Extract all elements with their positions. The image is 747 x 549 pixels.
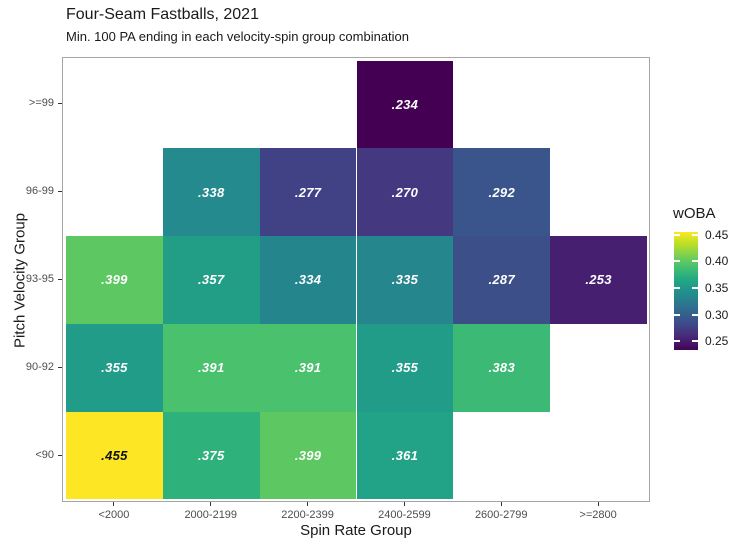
y-axis-title: Pitch Velocity Group [11, 212, 29, 349]
x-axis-tick-label: >=2800 [579, 509, 617, 521]
heatmap-cell: .455 [66, 411, 163, 500]
legend-tick-label: 0.35 [705, 281, 729, 296]
legend-tick-label: 0.45 [705, 227, 729, 242]
x-axis-tick [113, 502, 115, 506]
heatmap-cell: .391 [259, 323, 357, 412]
heatmap-cell: .338 [162, 148, 260, 237]
cell-value-label: .383 [488, 360, 515, 376]
legend-tick-mark [692, 340, 698, 343]
y-axis-tick-label: <90 [35, 448, 54, 461]
cell-value-label: .270 [391, 184, 419, 200]
cell-value-label: .361 [391, 448, 419, 464]
x-axis-tick [307, 502, 309, 506]
cell-value-label: .357 [197, 272, 225, 288]
y-axis-tick [58, 454, 62, 456]
heatmap-cell: .234 [356, 60, 454, 149]
cell-value-label: .287 [488, 272, 515, 288]
y-axis-tick [58, 103, 62, 105]
cell-value-label: .253 [585, 272, 612, 288]
y-axis-tick [58, 279, 62, 280]
x-axis-title: Spin Rate Group [300, 522, 412, 539]
y-axis-tick [58, 191, 62, 193]
legend-tick-mark [692, 313, 698, 316]
cell-value-label: .234 [391, 96, 419, 112]
y-axis-tick-label: >=99 [28, 97, 54, 110]
cell-value-label: .355 [391, 360, 419, 376]
legend-tick-mark [692, 260, 698, 263]
heatmap-cell: .287 [453, 236, 551, 324]
heatmap-cell: .383 [453, 323, 551, 412]
heatmap-cell: .399 [66, 236, 163, 324]
cell-value-label: .334 [294, 272, 322, 288]
cell-value-label: .277 [294, 184, 322, 200]
x-axis-tick [500, 502, 502, 506]
cell-value-label: .391 [294, 360, 322, 376]
legend-tick-mark [674, 313, 680, 316]
heatmap-cell: .253 [550, 236, 647, 324]
heatmap-cell: .335 [356, 236, 454, 324]
x-axis-tick-label: 2600-2799 [474, 509, 528, 521]
x-axis-tick-label: 2000-2199 [184, 509, 238, 521]
heatmap-cell: .357 [162, 236, 260, 324]
x-axis-tick-label: <2000 [98, 509, 130, 521]
x-axis-tick-label: 2200-2399 [281, 509, 334, 521]
heatmap-panel: .234 .338 .277 .270 .292 .399 .357 .334 .335 .287… [62, 57, 650, 502]
x-axis-tick [403, 502, 405, 506]
legend-tick-label: 0.25 [705, 334, 729, 349]
chart-subtitle: Min. 100 PA ending in each velocity-spin… [66, 29, 410, 44]
cell-value-label: .399 [101, 272, 128, 288]
legend-tick-label: 0.30 [705, 307, 729, 322]
heatmap-cell: .361 [356, 411, 454, 500]
heatmap-cell: .277 [259, 148, 357, 237]
legend-tick-mark [692, 233, 698, 236]
y-axis-tick-label: 96-99 [25, 185, 54, 198]
cell-value-label: .375 [197, 448, 225, 464]
legend-tick-label: 0.40 [705, 254, 729, 269]
cell-value-label: .335 [391, 272, 419, 288]
cell-value-label: .292 [488, 184, 515, 200]
legend-tick-mark [674, 287, 680, 290]
heatmap-cell: .375 [162, 411, 260, 500]
y-axis-tick [58, 366, 62, 368]
chart-title: Four-Seam Fastballs, 2021 [66, 6, 259, 23]
heatmap-cell: .270 [356, 148, 454, 237]
cell-value-label: .391 [197, 360, 225, 376]
cell-value-label: .355 [101, 360, 128, 376]
x-axis-tick [210, 502, 212, 506]
heatmap-cell: .399 [259, 411, 357, 500]
heatmap-cell: .355 [356, 323, 454, 412]
legend-tick-mark [674, 340, 680, 343]
y-axis-tick-label: 93-95 [25, 273, 54, 285]
x-axis-tick-label: 2400-2599 [378, 509, 431, 521]
legend-tick-mark [692, 287, 698, 290]
heatmap-cell: .391 [162, 323, 260, 412]
cell-value-label: .455 [101, 448, 128, 464]
legend-title: wOBA [673, 205, 716, 222]
cell-value-label: .338 [197, 184, 225, 200]
heatmap-cell: .355 [66, 323, 163, 412]
legend-tick-mark [674, 233, 680, 236]
y-axis-tick-label: 90-92 [25, 360, 54, 373]
heatmap-cell: .292 [453, 148, 551, 237]
x-axis-tick [597, 502, 599, 506]
legend-tick-mark [674, 260, 680, 263]
cell-value-label: .399 [294, 448, 322, 464]
legend-colorbar [674, 232, 698, 350]
heatmap-cell: .334 [259, 236, 357, 324]
